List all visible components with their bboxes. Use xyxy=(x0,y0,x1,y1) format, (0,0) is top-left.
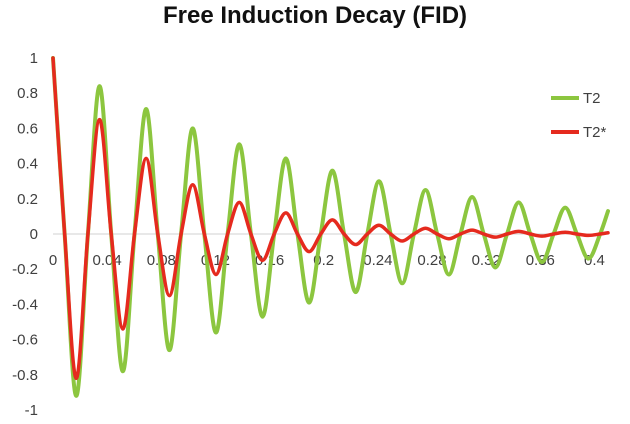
legend-label: T2* xyxy=(583,124,607,141)
y-tick-label: -0.8 xyxy=(12,367,38,384)
y-tick-label: 0.6 xyxy=(17,120,38,137)
legend: T2 T2* xyxy=(551,90,607,141)
x-tick-label: 0 xyxy=(49,252,57,269)
series-lines xyxy=(53,58,608,396)
x-tick-label: 0.04 xyxy=(93,252,122,269)
y-tick-label: -0.4 xyxy=(12,296,38,313)
y-tick-label: -0.2 xyxy=(12,261,38,278)
y-tick-labels: 1 0.8 0.6 0.4 0.2 0 -0.2 -0.4 -0.6 -0.8 -1 xyxy=(12,50,38,419)
x-tick-label: 0.24 xyxy=(363,252,392,269)
y-tick-label: 0.2 xyxy=(17,191,38,208)
y-tick-label: 0.8 xyxy=(17,85,38,102)
y-tick-label: 0.4 xyxy=(17,156,38,173)
y-tick-label: 0 xyxy=(30,226,38,243)
legend-label: T2 xyxy=(583,90,601,107)
y-tick-label: -1 xyxy=(25,402,38,419)
y-tick-label: 1 xyxy=(30,50,38,67)
y-tick-label: -0.6 xyxy=(12,332,38,349)
